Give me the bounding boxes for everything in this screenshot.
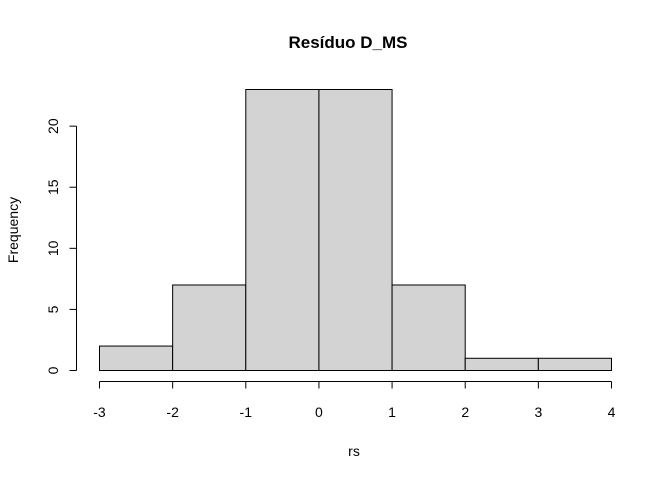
y-tick-label-0: 0	[45, 366, 61, 374]
x-tick-label-4: 1	[388, 404, 396, 420]
histogram-bar-5	[464, 357, 539, 372]
x-tick-label-3: 0	[315, 404, 323, 420]
histogram-bar-4	[391, 284, 466, 372]
histogram-bar-2	[245, 89, 320, 371]
x-axis-label: rs	[348, 443, 360, 459]
y-axis: 0 5 10 15 20	[45, 118, 77, 374]
histogram-bar-1	[172, 284, 247, 372]
x-tick-label-7: 4	[608, 404, 616, 420]
y-tick-label-1: 5	[45, 305, 61, 313]
histogram-bar-0	[99, 345, 174, 371]
y-tick-label-2: 10	[45, 240, 61, 256]
x-tick-label-6: 3	[534, 404, 542, 420]
x-tick-label-1: -2	[166, 404, 179, 420]
bars-group	[99, 89, 612, 372]
x-axis: -3 -2 -1 0 1 2 3 4	[93, 381, 616, 420]
histogram-bar-3	[318, 89, 393, 371]
y-tick-label-4: 20	[45, 118, 61, 134]
y-axis-label: Frequency	[5, 197, 21, 263]
x-tick-label-5: 2	[461, 404, 469, 420]
x-tick-label-0: -3	[93, 404, 106, 420]
chart-title: Resíduo D_MS	[288, 33, 407, 52]
histogram-bar-6	[537, 357, 612, 372]
y-tick-label-3: 15	[45, 179, 61, 195]
x-tick-label-2: -1	[240, 404, 253, 420]
